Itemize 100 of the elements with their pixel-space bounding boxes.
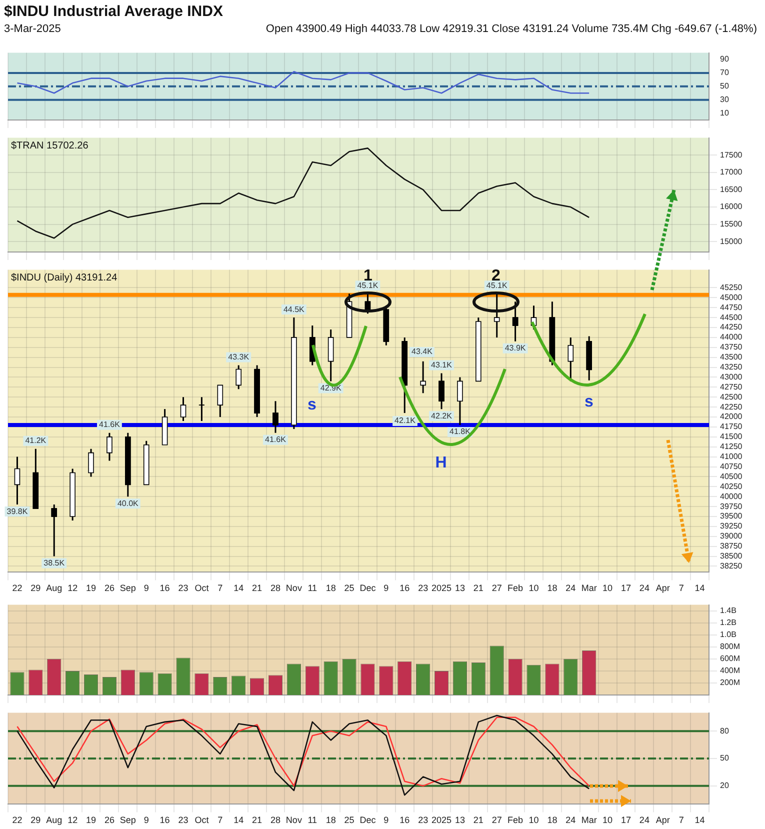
y-tick-label: 30 xyxy=(720,95,730,104)
annotation: 41.6K xyxy=(265,435,287,444)
x-tick-label: 23 xyxy=(418,815,428,826)
y-tick-label: 39250 xyxy=(720,522,743,531)
x-tick-label: 27 xyxy=(492,815,502,826)
chart-title: $TRAN 15702.26 xyxy=(11,140,89,152)
x-tick-label: Dec xyxy=(360,583,376,594)
y-tick-label: 17000 xyxy=(720,168,743,177)
candlestick xyxy=(420,360,426,394)
x-tick-label: 19 xyxy=(86,583,96,594)
annotation: 41.6K xyxy=(99,420,121,430)
x-tick-label: 7 xyxy=(678,815,684,826)
y-tick-label: 41250 xyxy=(720,442,743,452)
annotation: 43.3K xyxy=(228,352,250,362)
x-tick-label: Nov xyxy=(286,583,302,594)
y-tick-label: 43500 xyxy=(720,352,743,362)
x-tick-label: Aug xyxy=(46,815,62,826)
candlestick xyxy=(162,408,168,446)
x-tick-label: Sep xyxy=(120,815,136,826)
y-tick-label: 40250 xyxy=(720,482,743,491)
y-tick-label: 80 xyxy=(720,726,730,736)
y-tick-label: 1.2B xyxy=(720,618,736,628)
y-tick-label: 15000 xyxy=(720,236,743,246)
annotation: 43.4K xyxy=(412,347,434,356)
candlestick xyxy=(272,400,278,434)
y-tick-label: 50 xyxy=(720,82,730,91)
x-tick-label: 23 xyxy=(418,583,428,594)
annotation: 45.1K xyxy=(486,280,508,290)
x-tick-label: 10 xyxy=(528,815,539,826)
x-tick-label: 28 xyxy=(270,815,280,826)
y-tick-label: 1.0B xyxy=(720,630,736,640)
x-tick-label: 16 xyxy=(400,583,410,594)
x-tick-label: 18 xyxy=(326,583,336,594)
y-tick-label: 200M xyxy=(720,678,740,688)
x-tick-label: 13 xyxy=(454,815,465,826)
y-tick-label: 39000 xyxy=(720,532,743,541)
candlestick xyxy=(438,372,444,410)
x-tick-label: Apr xyxy=(656,583,670,594)
candlestick xyxy=(549,300,556,366)
x-tick-label: 7 xyxy=(218,583,223,594)
chart-subtitle: 3-Mar-2025 xyxy=(4,23,61,35)
annotation: 43.1K xyxy=(431,360,453,370)
x-tick-label: 28 xyxy=(270,583,280,594)
x-tick-label: 16 xyxy=(160,815,170,826)
chart-title: $INDU Industrial Average INDX xyxy=(4,3,223,20)
x-tick-label: 14 xyxy=(234,583,244,594)
x-tick-label: 9 xyxy=(144,815,149,826)
x-tick-label: 11 xyxy=(308,583,318,594)
x-tick-label: Nov xyxy=(286,815,302,826)
y-tick-label: 42000 xyxy=(720,412,743,422)
candlestick xyxy=(70,468,76,522)
x-tick-label: 10 xyxy=(602,815,613,826)
y-tick-label: 41500 xyxy=(720,432,743,442)
annotation: 40.0K xyxy=(117,498,140,508)
annotation: 38.5K xyxy=(44,558,66,568)
y-tick-label: 41000 xyxy=(720,452,743,462)
y-tick-label: 42750 xyxy=(720,382,743,392)
annotation: 41.2K xyxy=(25,436,47,446)
y-tick-label: 45250 xyxy=(720,282,743,292)
x-tick-label: 23 xyxy=(178,815,188,826)
y-tick-label: 90 xyxy=(720,54,730,64)
x-tick-label: 14 xyxy=(694,815,705,826)
x-tick-label: 25 xyxy=(344,815,354,826)
annotation: 43.9K xyxy=(504,344,526,353)
x-tick-label: Dec xyxy=(360,815,376,826)
y-tick-label: 38500 xyxy=(720,551,743,560)
y-tick-label: 16500 xyxy=(720,184,743,194)
annotation: s xyxy=(308,396,317,414)
candlestick xyxy=(291,316,297,430)
x-tick-label: 12 xyxy=(68,815,78,826)
x-tick-label: 29 xyxy=(30,815,41,826)
y-tick-label: 400M xyxy=(720,666,740,676)
y-tick-label: 17500 xyxy=(720,150,743,160)
annotation: 45.1K xyxy=(357,280,379,290)
y-tick-label: 42500 xyxy=(720,392,743,402)
x-tick-label: 9 xyxy=(384,815,389,826)
candlestick xyxy=(198,396,205,422)
annotation: s xyxy=(584,393,594,410)
x-tick-label: 18 xyxy=(326,815,336,826)
x-tick-label: Apr xyxy=(656,815,670,826)
y-tick-label: 16000 xyxy=(720,202,743,212)
annotation: 42.1K xyxy=(394,416,416,426)
x-tick-label: 18 xyxy=(547,815,558,826)
candlestick xyxy=(254,364,260,418)
x-tick-label: 23 xyxy=(178,583,188,594)
x-tick-label: 24 xyxy=(639,583,650,594)
x-tick-label: Aug xyxy=(46,583,62,594)
x-tick-label: 10 xyxy=(602,583,613,594)
x-tick-label: 19 xyxy=(86,815,96,826)
y-tick-label: 600M xyxy=(720,654,740,664)
x-tick-label: 7 xyxy=(218,815,223,826)
y-tick-label: 15500 xyxy=(720,220,743,229)
x-tick-label: 21 xyxy=(473,583,484,594)
y-tick-label: 43750 xyxy=(720,342,743,352)
x-tick-label: 9 xyxy=(144,583,149,594)
x-tick-label: 12 xyxy=(68,583,78,594)
y-tick-label: 800M xyxy=(720,642,740,652)
y-tick-label: 43000 xyxy=(720,372,743,382)
annotation: 41.8K xyxy=(450,427,472,436)
x-tick-label: 14 xyxy=(234,815,244,826)
